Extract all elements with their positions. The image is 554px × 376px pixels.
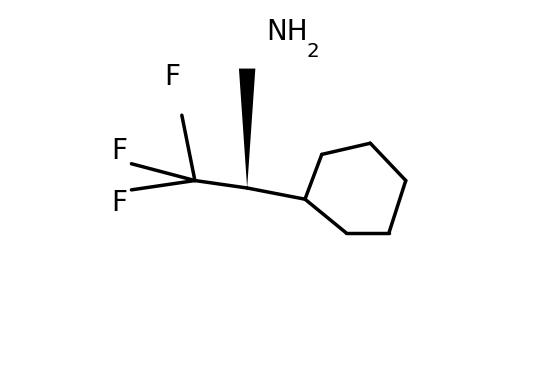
Text: 2: 2 (306, 42, 319, 61)
Text: F: F (111, 137, 127, 165)
Text: F: F (165, 63, 181, 91)
Text: NH: NH (266, 18, 307, 46)
Text: F: F (111, 189, 127, 217)
Polygon shape (239, 68, 255, 188)
